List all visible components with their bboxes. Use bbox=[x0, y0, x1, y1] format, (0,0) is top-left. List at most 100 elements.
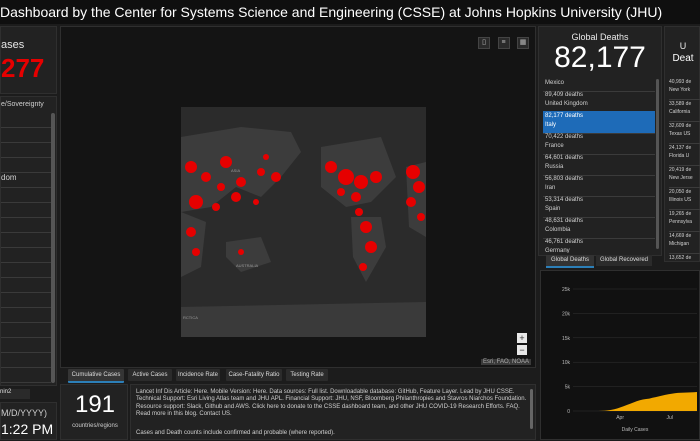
list-item[interactable] bbox=[1, 248, 51, 263]
list-item[interactable] bbox=[1, 233, 51, 248]
tab-testing-rate[interactable]: Testing Rate bbox=[286, 369, 328, 381]
scrollbar[interactable] bbox=[656, 79, 659, 249]
country-name: Italy bbox=[545, 122, 557, 128]
country-name: France bbox=[545, 143, 564, 149]
country-name: Mexico bbox=[545, 80, 565, 86]
us-deaths-label: U bbox=[679, 41, 687, 51]
list-item[interactable] bbox=[1, 353, 51, 368]
list-item[interactable]: 20,419 de New Jerse bbox=[669, 165, 700, 188]
list-item[interactable] bbox=[1, 308, 51, 323]
list-item[interactable] bbox=[1, 323, 51, 338]
global-cases-value: 277 bbox=[1, 53, 45, 83]
country-name: Spain bbox=[545, 206, 561, 212]
area-series bbox=[573, 392, 697, 411]
map-panel[interactable]: ▯ ≡ ▦ AS bbox=[60, 26, 536, 368]
us-deaths-label-2: Deat bbox=[672, 53, 694, 64]
list-item[interactable]: 24,137 de Florida U bbox=[669, 143, 700, 166]
countries-count-label: countries/regions bbox=[72, 423, 118, 429]
list-item[interactable] bbox=[1, 218, 51, 233]
y-tick-label: 5k bbox=[565, 385, 571, 391]
tab-incidence-rate[interactable]: Incidence Rate bbox=[176, 369, 220, 381]
zoom-in-button[interactable]: + bbox=[517, 333, 527, 343]
tab-active-cases[interactable]: Active Cases bbox=[128, 369, 172, 381]
list-item[interactable]: 89,409 deaths United Kingdom bbox=[543, 90, 655, 113]
grid-icon[interactable]: ▦ bbox=[517, 37, 529, 49]
x-axis-label: Daily Cases bbox=[622, 427, 649, 433]
global-deaths-list: Mexico 89,409 deaths United Kingdom 82,177 … bbox=[543, 77, 655, 253]
list-item[interactable]: 14,669 de Michigan bbox=[669, 231, 700, 254]
world-map-svg: ASIA AUSTRALIA RCTICA bbox=[181, 127, 426, 337]
deaths-count: 33,589 de bbox=[669, 101, 692, 107]
zoom-out-button[interactable]: − bbox=[517, 345, 527, 355]
list-item[interactable]: 53,314 deaths Spain bbox=[543, 195, 655, 218]
last-updated-time: 1:22 PM bbox=[1, 421, 54, 437]
list-item[interactable] bbox=[1, 368, 51, 383]
list-item[interactable]: 82,177 deaths Italy bbox=[543, 111, 655, 134]
tab-case-fatality-ratio[interactable]: Case-Fatality Ratio bbox=[226, 369, 282, 381]
list-item[interactable]: 19,265 de Pennsylva bbox=[669, 209, 700, 232]
info-note: Cases and Death counts include confirmed… bbox=[136, 430, 335, 436]
state-name: Illinois US bbox=[669, 197, 692, 203]
us-deaths-panel: U Deat 40,993 de New York 33,589 de Califor… bbox=[664, 26, 700, 276]
deaths-count: 32,609 de bbox=[669, 123, 692, 129]
daily-cases-chart: 25k 20k 15k 10k 5k 0 Apr Jul Daily Cases bbox=[540, 270, 700, 440]
y-tick-label: 0 bbox=[567, 409, 570, 415]
x-tick-label: Jul bbox=[667, 415, 673, 421]
bookmark-icon[interactable]: ▯ bbox=[478, 37, 491, 49]
state-name: California bbox=[669, 109, 691, 115]
chart-svg: 25k 20k 15k 10k 5k 0 Apr Jul Daily Cases bbox=[562, 287, 697, 433]
scrollbar[interactable] bbox=[51, 113, 55, 383]
deaths-count: 56,803 deaths bbox=[545, 176, 584, 182]
date-format-label: M/D/YYYY) bbox=[1, 408, 48, 418]
list-item[interactable] bbox=[1, 128, 51, 143]
list-icon[interactable]: ≡ bbox=[497, 37, 510, 49]
list-item[interactable] bbox=[1, 338, 51, 353]
list-item[interactable]: Mexico bbox=[543, 77, 655, 92]
list-item[interactable] bbox=[1, 293, 51, 308]
state-name: New York bbox=[669, 87, 691, 93]
list-item[interactable] bbox=[1, 263, 51, 278]
top-bar: Dashboard by the Center for Systems Scie… bbox=[0, 0, 700, 24]
deaths-count: 48,631 deaths bbox=[545, 218, 584, 224]
deaths-count: 19,265 de bbox=[669, 211, 692, 217]
last-updated-panel: M/D/YYYY) 1:22 PM bbox=[0, 402, 57, 440]
list-item[interactable]: 33,589 de California bbox=[669, 99, 700, 122]
list-item[interactable]: 32,609 de Texas US bbox=[669, 121, 700, 144]
tab-cumulative-cases[interactable]: Cumulative Cases bbox=[68, 369, 124, 383]
deaths-count: 53,314 deaths bbox=[545, 197, 584, 203]
left-tab[interactable]: nin2 bbox=[0, 389, 30, 399]
cases-by-country-list: e/Sovereignty dom bbox=[0, 96, 57, 386]
tab-global-recovered[interactable]: Global Recovered bbox=[596, 255, 652, 266]
country-name: Germany bbox=[545, 248, 570, 253]
country-name: Colombia bbox=[545, 227, 571, 233]
deaths-count: 14,669 de bbox=[669, 233, 692, 239]
list-item[interactable]: 46,761 deaths Germany bbox=[543, 237, 655, 253]
global-deaths-panel: Global Deaths 82,177 Mexico 89,409 deaths… bbox=[538, 26, 662, 256]
tab-global-deaths[interactable]: Global Deaths bbox=[546, 255, 594, 268]
list-item[interactable]: dom bbox=[1, 173, 51, 188]
list-item[interactable]: 20,050 de Illinois US bbox=[669, 187, 700, 210]
list-item[interactable]: 48,631 deaths Colombia bbox=[543, 216, 655, 239]
list-item[interactable] bbox=[1, 278, 51, 293]
deaths-count: 82,177 deaths bbox=[545, 113, 584, 119]
list-item[interactable] bbox=[1, 203, 51, 218]
scrollbar[interactable] bbox=[530, 389, 533, 429]
list-item[interactable]: 70,422 deaths France bbox=[543, 132, 655, 155]
country-name: United Kingdom bbox=[545, 101, 588, 107]
list-item[interactable]: 40,993 de New York bbox=[669, 77, 700, 100]
list-item[interactable]: 56,803 deaths Iran bbox=[543, 174, 655, 197]
list-item[interactable] bbox=[1, 143, 51, 158]
landmass-australia bbox=[226, 237, 271, 272]
list-item[interactable] bbox=[1, 113, 51, 128]
list-item[interactable]: 64,601 deaths Russia bbox=[543, 153, 655, 176]
left-tab-label: nin2 bbox=[0, 389, 12, 395]
map-attribution: Esri, FAO, NOAA bbox=[480, 359, 531, 365]
list-item[interactable] bbox=[1, 158, 51, 173]
deaths-count: 70,422 deaths bbox=[545, 134, 584, 140]
country-name: Iran bbox=[545, 185, 556, 191]
map-label-asia: ASIA bbox=[231, 168, 240, 173]
world-map[interactable]: ASIA AUSTRALIA RCTICA bbox=[181, 107, 426, 337]
list-item[interactable] bbox=[1, 188, 51, 203]
map-tools: ▯ ≡ ▦ bbox=[475, 31, 529, 49]
state-name: New Jerse bbox=[669, 175, 693, 181]
